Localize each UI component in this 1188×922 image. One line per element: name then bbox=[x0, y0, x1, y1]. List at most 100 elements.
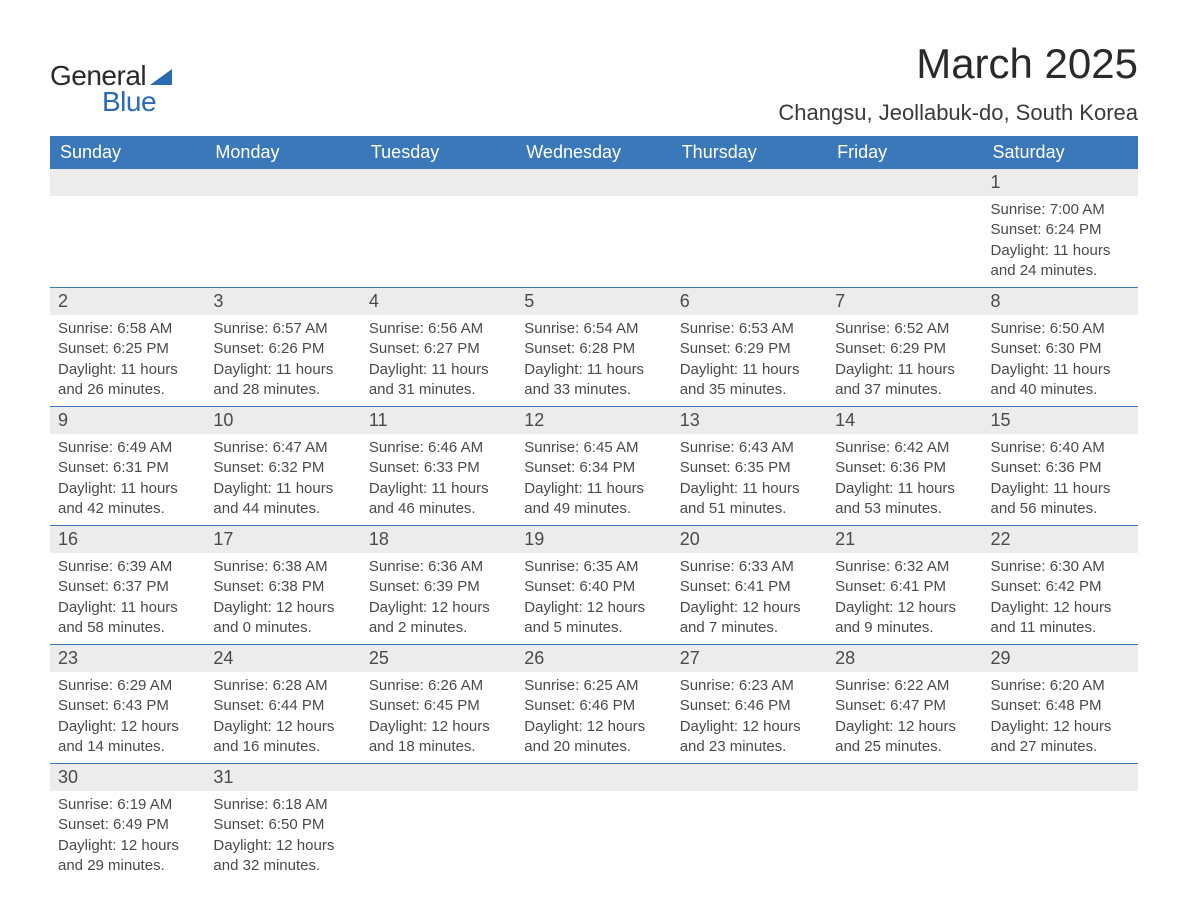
day-line-label: Daylight: bbox=[991, 599, 1054, 616]
day-line-value: 6:32 PM bbox=[268, 459, 324, 476]
day-line-value: 6:52 AM bbox=[894, 320, 949, 337]
day-line-label: Daylight: bbox=[58, 480, 121, 497]
day-line: Sunrise: 6:25 AM bbox=[524, 676, 663, 696]
day-line-label: Sunset: bbox=[369, 697, 424, 714]
day-cell: 5Sunrise: 6:54 AMSunset: 6:28 PMDaylight… bbox=[516, 288, 671, 407]
day-line-label: Sunset: bbox=[58, 578, 113, 595]
week-row: 23Sunrise: 6:29 AMSunset: 6:43 PMDayligh… bbox=[50, 645, 1138, 764]
day-line-label: Daylight: bbox=[835, 361, 898, 378]
day-line-value: 6:33 AM bbox=[739, 558, 794, 575]
day-line: Sunset: 6:50 PM bbox=[213, 815, 352, 835]
day-number: 15 bbox=[983, 407, 1138, 434]
day-line-value: 6:45 AM bbox=[583, 439, 638, 456]
day-cell bbox=[827, 764, 982, 883]
day-line-label: Sunset: bbox=[58, 816, 113, 833]
day-cell: 6Sunrise: 6:53 AMSunset: 6:29 PMDaylight… bbox=[672, 288, 827, 407]
day-cell: 7Sunrise: 6:52 AMSunset: 6:29 PMDaylight… bbox=[827, 288, 982, 407]
day-line-value: 6:36 AM bbox=[428, 558, 483, 575]
day-line-label: Daylight: bbox=[835, 480, 898, 497]
day-number: 14 bbox=[827, 407, 982, 434]
day-cell bbox=[672, 169, 827, 288]
day-number bbox=[516, 169, 671, 196]
day-line-label: Daylight: bbox=[369, 480, 432, 497]
day-line: Daylight: 11 hours and 56 minutes. bbox=[991, 479, 1130, 520]
day-line: Sunrise: 6:22 AM bbox=[835, 676, 974, 696]
day-number: 16 bbox=[50, 526, 205, 553]
day-cell: 8Sunrise: 6:50 AMSunset: 6:30 PMDaylight… bbox=[983, 288, 1138, 407]
day-line: Sunrise: 6:39 AM bbox=[58, 557, 197, 577]
day-line: Sunrise: 6:29 AM bbox=[58, 676, 197, 696]
day-line-label: Sunrise: bbox=[991, 439, 1050, 456]
day-line: Daylight: 12 hours and 18 minutes. bbox=[369, 717, 508, 758]
day-line-label: Daylight: bbox=[58, 837, 121, 854]
day-number: 28 bbox=[827, 645, 982, 672]
day-cell: 9Sunrise: 6:49 AMSunset: 6:31 PMDaylight… bbox=[50, 407, 205, 526]
day-line-value: 6:44 PM bbox=[268, 697, 324, 714]
title-block: March 2025 Changsu, Jeollabuk-do, South … bbox=[778, 40, 1138, 126]
calendar-header: SundayMondayTuesdayWednesdayThursdayFrid… bbox=[50, 136, 1138, 169]
day-line-label: Sunrise: bbox=[213, 320, 272, 337]
day-details bbox=[516, 196, 671, 276]
day-cell bbox=[983, 764, 1138, 883]
day-number: 26 bbox=[516, 645, 671, 672]
day-details: Sunrise: 6:45 AMSunset: 6:34 PMDaylight:… bbox=[516, 434, 671, 525]
day-line-label: Sunrise: bbox=[369, 439, 428, 456]
day-line-label: Sunset: bbox=[991, 340, 1046, 357]
day-cell: 20Sunrise: 6:33 AMSunset: 6:41 PMDayligh… bbox=[672, 526, 827, 645]
day-line-label: Sunset: bbox=[58, 697, 113, 714]
header: General Blue March 2025 Changsu, Jeollab… bbox=[50, 40, 1138, 126]
day-cell bbox=[827, 169, 982, 288]
day-details: Sunrise: 6:19 AMSunset: 6:49 PMDaylight:… bbox=[50, 791, 205, 882]
day-line: Daylight: 11 hours and 46 minutes. bbox=[369, 479, 508, 520]
day-line-label: Sunset: bbox=[524, 697, 579, 714]
day-details bbox=[361, 791, 516, 871]
day-line: Daylight: 12 hours and 14 minutes. bbox=[58, 717, 197, 758]
day-line-label: Daylight: bbox=[680, 361, 743, 378]
weekday-header: Tuesday bbox=[361, 136, 516, 169]
day-cell: 23Sunrise: 6:29 AMSunset: 6:43 PMDayligh… bbox=[50, 645, 205, 764]
day-line-label: Daylight: bbox=[524, 718, 587, 735]
day-line-value: 6:19 AM bbox=[117, 796, 172, 813]
day-line-label: Sunset: bbox=[213, 816, 268, 833]
week-row: 2Sunrise: 6:58 AMSunset: 6:25 PMDaylight… bbox=[50, 288, 1138, 407]
weekday-header: Saturday bbox=[983, 136, 1138, 169]
day-line: Sunrise: 6:40 AM bbox=[991, 438, 1130, 458]
day-line-label: Sunrise: bbox=[991, 558, 1050, 575]
day-line: Sunset: 6:29 PM bbox=[680, 339, 819, 359]
day-line: Daylight: 12 hours and 23 minutes. bbox=[680, 717, 819, 758]
day-details bbox=[827, 791, 982, 871]
day-line-label: Sunset: bbox=[835, 578, 890, 595]
day-details: Sunrise: 7:00 AMSunset: 6:24 PMDaylight:… bbox=[983, 196, 1138, 287]
day-line: Sunrise: 6:43 AM bbox=[680, 438, 819, 458]
day-line: Sunrise: 6:28 AM bbox=[213, 676, 352, 696]
day-line-label: Daylight: bbox=[524, 599, 587, 616]
day-line: Sunset: 6:40 PM bbox=[524, 577, 663, 597]
day-line-label: Sunrise: bbox=[835, 320, 894, 337]
day-line-label: Daylight: bbox=[835, 599, 898, 616]
day-details: Sunrise: 6:52 AMSunset: 6:29 PMDaylight:… bbox=[827, 315, 982, 406]
day-line-label: Sunrise: bbox=[213, 439, 272, 456]
day-number bbox=[361, 169, 516, 196]
day-line-value: 6:35 PM bbox=[735, 459, 791, 476]
day-line: Sunrise: 7:00 AM bbox=[991, 200, 1130, 220]
day-line-label: Sunset: bbox=[524, 459, 579, 476]
calendar-body: 1Sunrise: 7:00 AMSunset: 6:24 PMDaylight… bbox=[50, 169, 1138, 882]
day-line: Sunset: 6:46 PM bbox=[524, 696, 663, 716]
day-line: Sunset: 6:48 PM bbox=[991, 696, 1130, 716]
day-line-label: Sunrise: bbox=[213, 677, 272, 694]
day-number: 8 bbox=[983, 288, 1138, 315]
day-line-label: Sunrise: bbox=[524, 320, 583, 337]
day-details: Sunrise: 6:26 AMSunset: 6:45 PMDaylight:… bbox=[361, 672, 516, 763]
day-line: Daylight: 11 hours and 44 minutes. bbox=[213, 479, 352, 520]
day-line: Sunset: 6:32 PM bbox=[213, 458, 352, 478]
day-number bbox=[827, 169, 982, 196]
day-cell: 18Sunrise: 6:36 AMSunset: 6:39 PMDayligh… bbox=[361, 526, 516, 645]
day-line: Daylight: 12 hours and 0 minutes. bbox=[213, 598, 352, 639]
day-number bbox=[205, 169, 360, 196]
weekday-header: Sunday bbox=[50, 136, 205, 169]
day-line: Sunset: 6:30 PM bbox=[991, 339, 1130, 359]
day-details: Sunrise: 6:57 AMSunset: 6:26 PMDaylight:… bbox=[205, 315, 360, 406]
day-cell: 11Sunrise: 6:46 AMSunset: 6:33 PMDayligh… bbox=[361, 407, 516, 526]
day-line-label: Sunset: bbox=[369, 578, 424, 595]
day-line-label: Daylight: bbox=[58, 718, 121, 735]
